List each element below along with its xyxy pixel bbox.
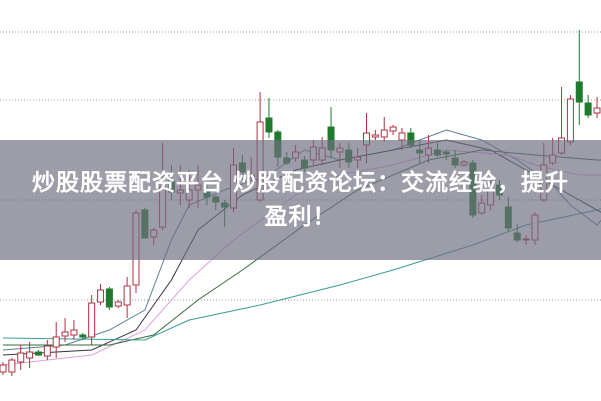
candle-up — [0, 364, 7, 373]
candle-down — [34, 351, 42, 356]
candle-up — [566, 98, 574, 143]
candle-up — [43, 345, 51, 357]
headline-banner: 炒股股票配资平台 炒股配资论坛：交流经验，提升 盈利！ — [0, 140, 601, 260]
candle-up — [114, 301, 122, 307]
candle-down — [79, 334, 87, 338]
candle-up — [398, 132, 406, 141]
candle-down — [584, 102, 592, 116]
candle-up — [52, 336, 60, 348]
candle-up — [593, 107, 601, 114]
candle-up — [26, 351, 34, 359]
candle-up — [389, 126, 397, 132]
candle-down — [575, 81, 583, 103]
candle-up — [70, 329, 78, 336]
candle-down — [105, 288, 113, 308]
candle-up — [123, 285, 131, 306]
candle-up — [380, 129, 388, 138]
candle-up — [61, 331, 69, 337]
headline-line-2: 盈利！ — [264, 204, 337, 230]
candle-up — [371, 134, 379, 138]
candle-down — [265, 117, 273, 133]
candle-up — [17, 352, 25, 363]
candle-up — [97, 289, 105, 303]
candle-up — [8, 359, 16, 373]
moving-average-line — [2, 208, 601, 341]
candle-up — [88, 302, 96, 338]
headline-line-1: 炒股股票配资平台 炒股配资论坛：交流经验，提升 — [31, 170, 569, 196]
